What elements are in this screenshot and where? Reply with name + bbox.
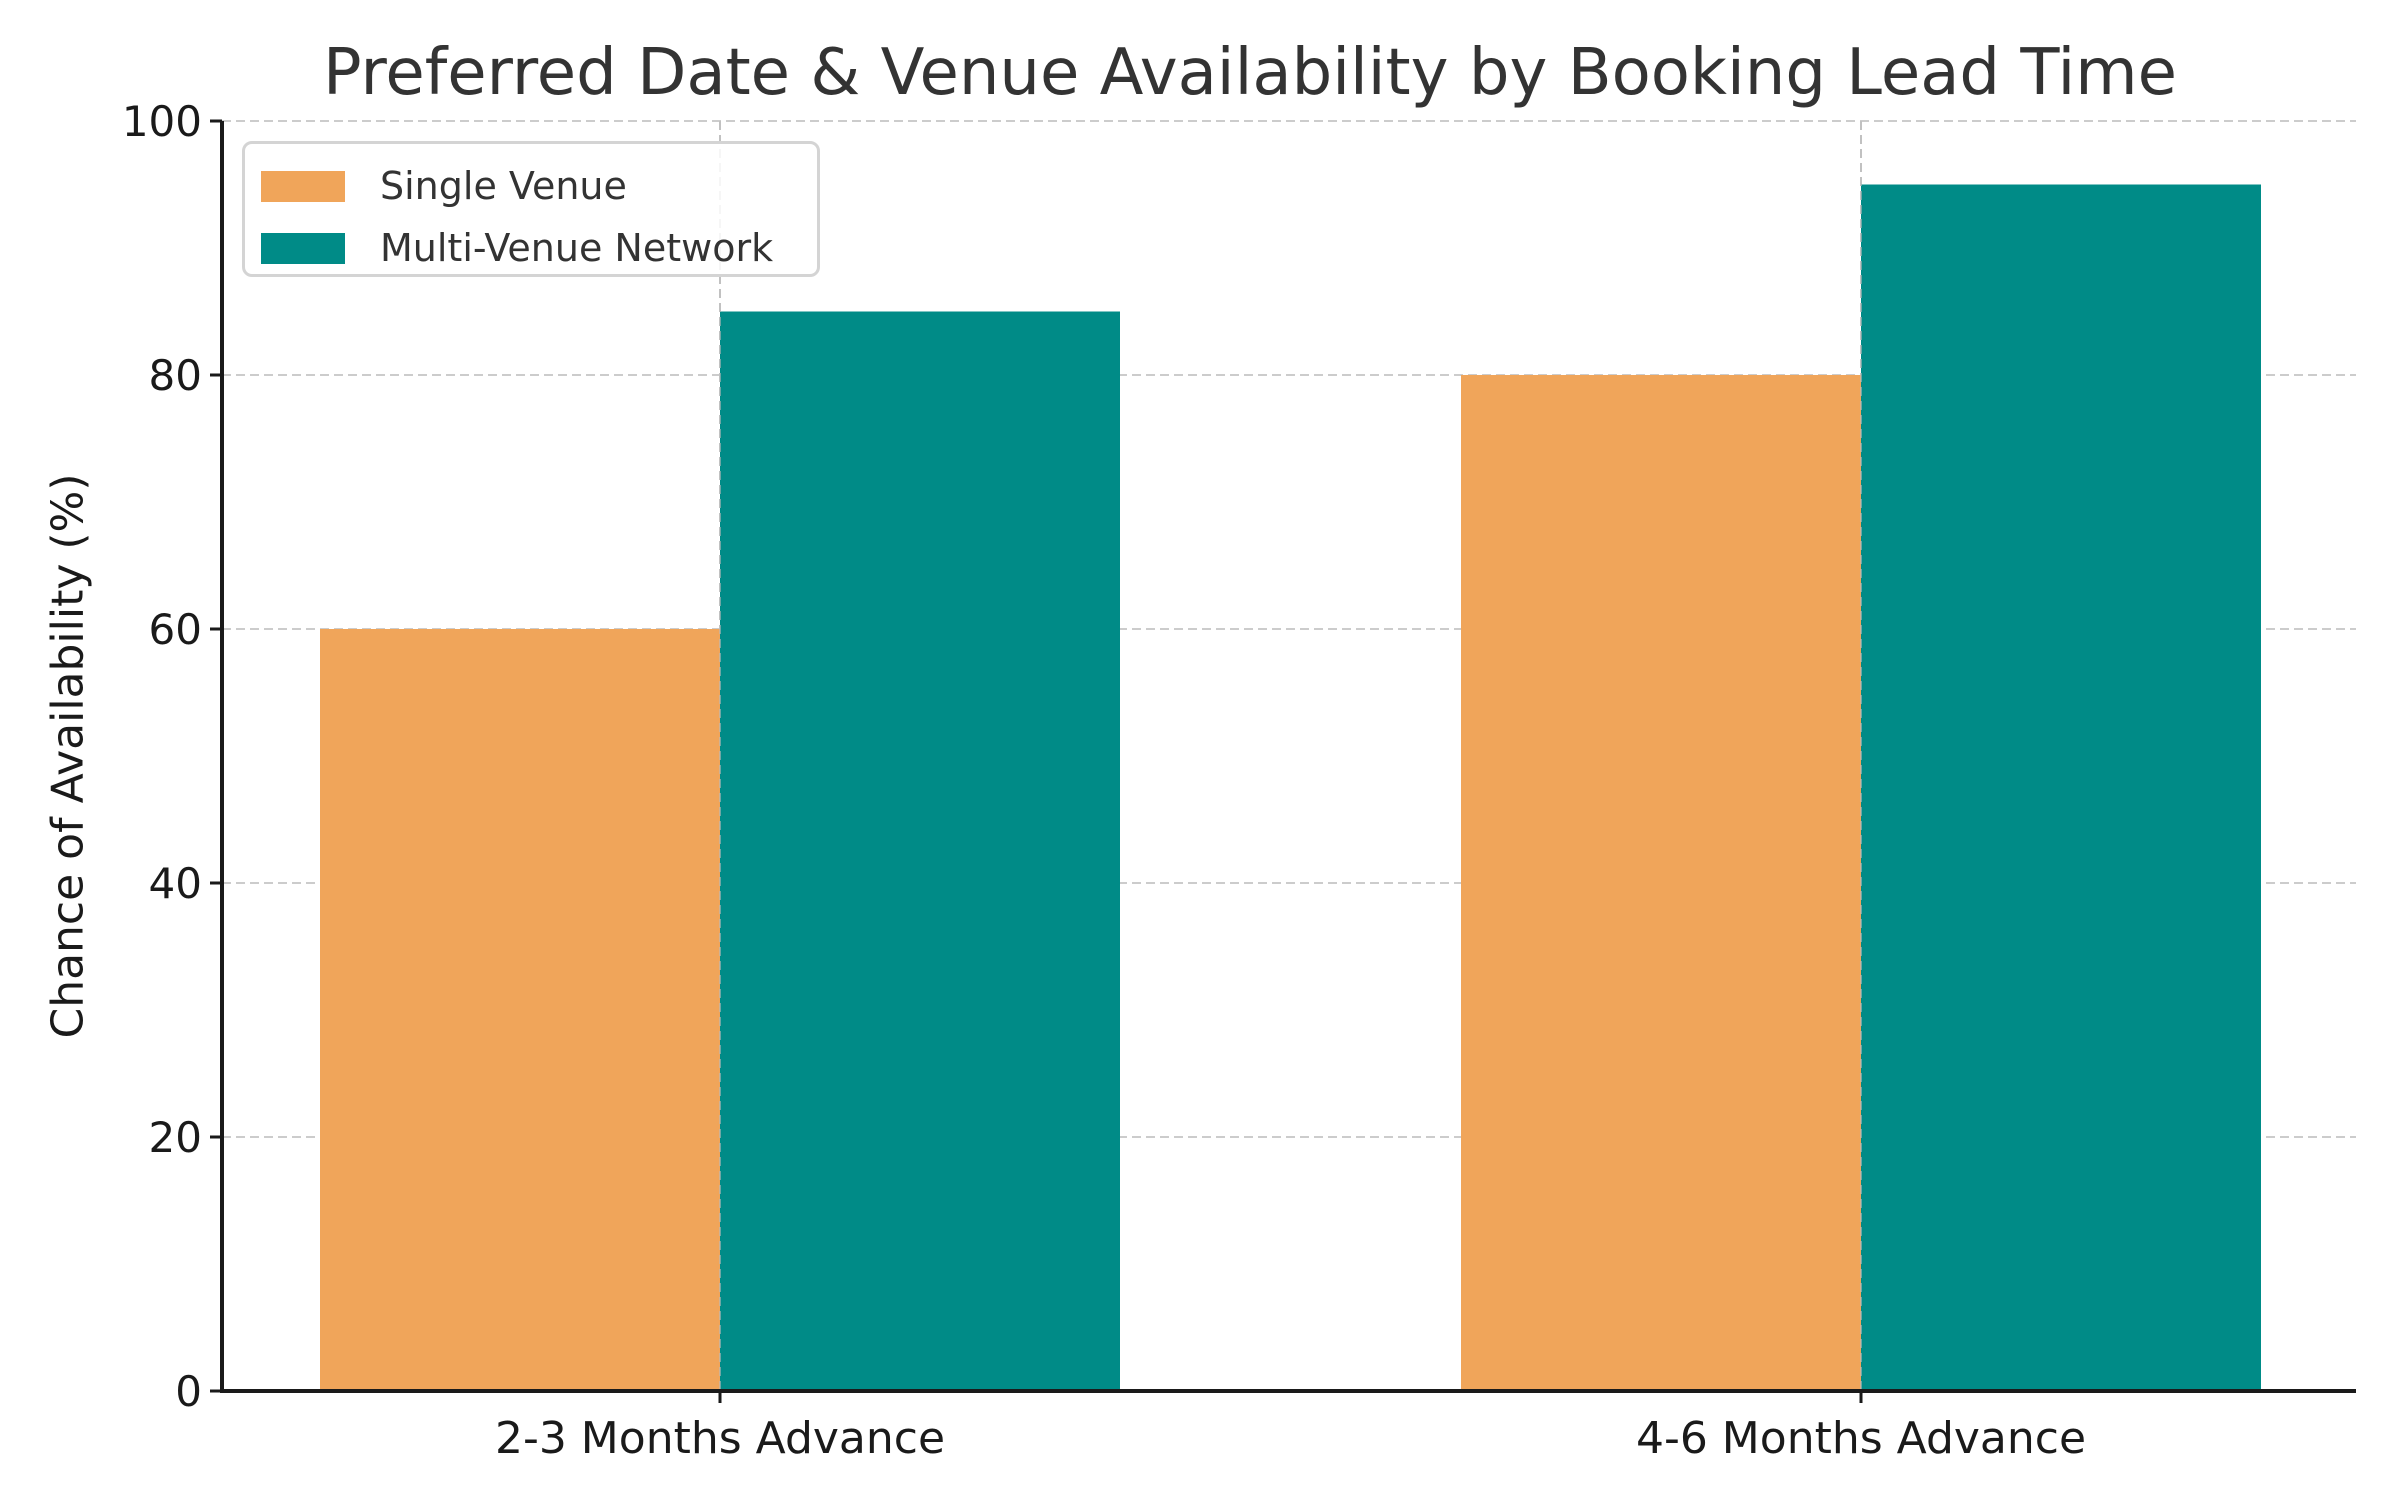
y-tick-label: 60 <box>149 605 202 654</box>
y-tick-label: 100 <box>122 97 202 146</box>
bar <box>1861 184 2261 1391</box>
chart-title: Preferred Date & Venue Availability by B… <box>322 36 2178 110</box>
legend-swatch-multi-venue-network <box>261 232 345 264</box>
y-tick-label: 20 <box>149 1113 202 1162</box>
y-tick-label: 80 <box>149 351 202 400</box>
y-tick-label: 40 <box>149 859 202 908</box>
legend-label: Multi-Venue Network <box>380 226 774 270</box>
y-tick-label: 0 <box>175 1367 202 1416</box>
legend-item-single-venue: Single Venue <box>261 164 627 208</box>
bar <box>720 311 1120 1391</box>
x-tick-label: 2-3 Months Advance <box>495 1413 945 1464</box>
legend: Single Venue Multi-Venue Network <box>242 141 820 277</box>
legend-item-multi-venue-network: Multi-Venue Network <box>261 226 773 270</box>
legend-label: Single Venue <box>380 164 627 208</box>
bar <box>1461 375 1861 1391</box>
x-tick-label: 4-6 Months Advance <box>1636 1413 2086 1464</box>
legend-swatch-single-venue <box>261 170 345 202</box>
bar <box>320 629 720 1391</box>
